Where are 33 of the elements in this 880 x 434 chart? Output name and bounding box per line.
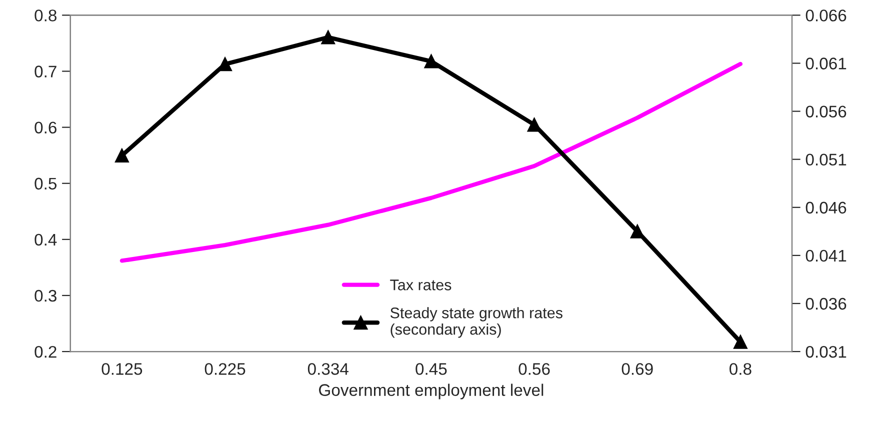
line-series xyxy=(120,62,743,263)
x-tick-label: 0.45 xyxy=(416,363,447,375)
y2-tick-label: 0.031 xyxy=(806,346,846,358)
x-tick-label: 0.334 xyxy=(308,363,348,375)
y-tick-label: 0.2 xyxy=(34,346,56,358)
legend-label: Tax rates xyxy=(390,280,452,290)
point xyxy=(115,148,129,162)
x-axis-title: Government employment level xyxy=(319,384,544,400)
point xyxy=(630,224,644,238)
y-tick-label: 0.8 xyxy=(34,10,56,22)
y2-tick-label: 0.061 xyxy=(806,58,846,70)
legend-label: Steady state growth rates (secondary axis) xyxy=(390,307,562,338)
x-tick-label: 0.8 xyxy=(730,363,752,375)
point xyxy=(321,30,336,44)
y2-tick-label: 0.036 xyxy=(806,298,846,310)
y-tick-label: 0.4 xyxy=(34,234,57,246)
x-tick-label: 0.125 xyxy=(102,363,142,375)
y2-tick-label: 0.066 xyxy=(806,10,846,22)
x-tick-label: 0.225 xyxy=(204,363,246,375)
x-tick-label: 0.56 xyxy=(518,363,550,375)
y2-tick-label: 0.046 xyxy=(806,202,846,214)
y-tick-label: 0.3 xyxy=(34,290,56,302)
point xyxy=(734,334,748,349)
x-tick-label: 0.69 xyxy=(622,363,653,375)
y-tick-label: 0.7 xyxy=(34,66,56,78)
point xyxy=(527,118,542,132)
y2-tick-label: 0.051 xyxy=(806,154,846,166)
y2-tick-label: 0.041 xyxy=(806,250,846,262)
point xyxy=(218,57,232,72)
point xyxy=(424,54,438,68)
y2-tick-label: 0.056 xyxy=(806,106,846,118)
y-tick-label: 0.5 xyxy=(34,178,57,190)
y-tick-label: 0.6 xyxy=(34,122,56,134)
